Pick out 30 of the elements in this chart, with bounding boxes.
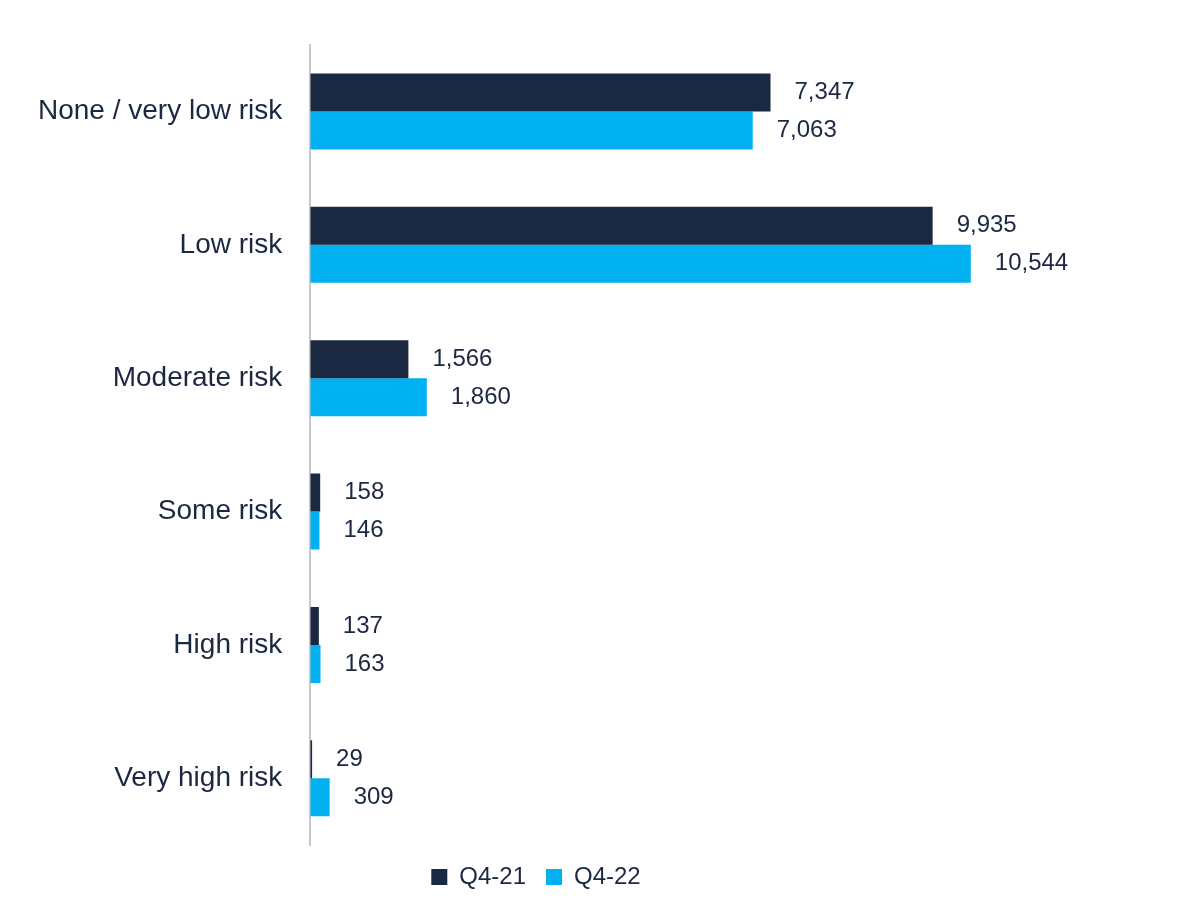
data-label: 7,347 xyxy=(794,77,855,105)
data-label: 137 xyxy=(342,610,383,638)
bar xyxy=(310,340,409,379)
data-label: 9,935 xyxy=(956,210,1017,238)
data-label: 146 xyxy=(343,515,384,543)
bar xyxy=(310,778,330,817)
data-label: 7,063 xyxy=(776,115,837,143)
data-label: 158 xyxy=(344,477,385,505)
y-tick-label: Very high risk xyxy=(114,761,284,793)
bar xyxy=(310,244,971,283)
y-tick-label: Low risk xyxy=(179,227,284,259)
data-label: 10,544 xyxy=(994,248,1069,276)
data-label: 29 xyxy=(336,743,363,771)
bar xyxy=(310,644,321,683)
data-label: 309 xyxy=(353,781,394,809)
y-tick-label: None / very low risk xyxy=(37,94,284,126)
legend-label: Q4-21 xyxy=(459,861,526,889)
y-tick-label: Moderate risk xyxy=(112,360,284,392)
y-tick-label: Some risk xyxy=(157,494,284,526)
bar xyxy=(310,111,753,150)
data-label: 1,566 xyxy=(432,343,493,371)
bar xyxy=(310,206,933,245)
y-tick-label: High risk xyxy=(173,627,284,659)
legend-label: Q4-22 xyxy=(574,861,641,889)
bar xyxy=(310,606,319,645)
data-label: 1,860 xyxy=(450,381,511,409)
data-label: 163 xyxy=(344,648,385,676)
bar xyxy=(310,378,427,417)
bar xyxy=(310,73,771,112)
bar xyxy=(310,473,321,512)
